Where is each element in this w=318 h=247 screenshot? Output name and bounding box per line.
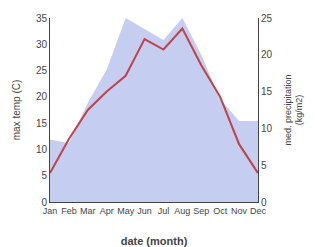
svg-text:date (month): date (month)	[121, 235, 188, 247]
svg-text:10: 10	[36, 144, 48, 155]
svg-text:5: 5	[261, 160, 267, 171]
svg-text:Oct: Oct	[213, 206, 228, 216]
svg-text:0: 0	[261, 197, 267, 208]
svg-text:5: 5	[41, 170, 47, 181]
svg-text:Jun: Jun	[137, 206, 152, 216]
svg-text:med. precipitation(kg/m2): med. precipitation(kg/m2)	[283, 74, 305, 145]
svg-text:Mar: Mar	[80, 206, 96, 216]
svg-text:0: 0	[41, 197, 47, 208]
svg-text:20: 20	[261, 49, 273, 60]
svg-text:Jul: Jul	[158, 206, 170, 216]
svg-text:25: 25	[36, 65, 48, 76]
svg-text:May: May	[117, 206, 135, 216]
svg-text:35: 35	[36, 13, 48, 24]
svg-text:15: 15	[36, 118, 48, 129]
svg-text:20: 20	[36, 91, 48, 102]
svg-text:max temp (C): max temp (C)	[11, 80, 22, 141]
svg-text:Apr: Apr	[100, 206, 114, 216]
svg-text:Nov: Nov	[231, 206, 248, 216]
svg-text:25: 25	[261, 13, 273, 24]
svg-text:Dec: Dec	[250, 206, 267, 216]
svg-text:10: 10	[261, 123, 273, 134]
svg-text:30: 30	[36, 39, 48, 50]
svg-text:Aug: Aug	[174, 206, 190, 216]
svg-text:Jan: Jan	[43, 206, 58, 216]
svg-text:15: 15	[261, 86, 273, 97]
svg-text:Feb: Feb	[61, 206, 77, 216]
svg-text:Sep: Sep	[193, 206, 209, 216]
